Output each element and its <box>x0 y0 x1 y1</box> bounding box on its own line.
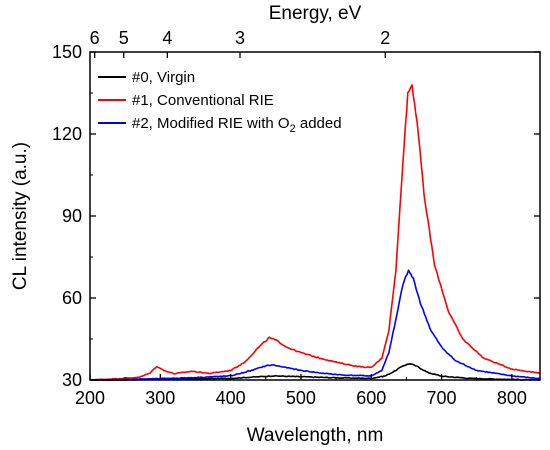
x-tick-label: 800 <box>497 388 527 408</box>
x-tick-label: 500 <box>286 388 316 408</box>
series-line-2 <box>89 269 541 382</box>
x-tick-label: 600 <box>356 388 386 408</box>
legend: #0, Virgin #1, Conventional RIE #2, Modifi… <box>98 69 342 135</box>
y-tick-label: 30 <box>62 370 82 390</box>
top-axis-label: Energy, eV <box>269 3 362 24</box>
x-axis-label: Wavelength, nm <box>247 425 384 446</box>
x-tick-label: 200 <box>75 388 105 408</box>
legend-label: #2, Modified RIE with O2 added <box>132 115 342 135</box>
top-tick-label: 3 <box>235 28 245 48</box>
legend-label: #1, Conventional RIE <box>132 92 274 109</box>
axis-layer: 200 300 400 500 600 700 800 30 60 90 120 150 6 5 4 3 2 <box>52 28 540 408</box>
top-tick-label: 6 <box>90 28 100 48</box>
y-axis-label: CL intensity (a.u.) <box>10 142 31 290</box>
x-tick-label: 400 <box>216 388 246 408</box>
x-tick-label: 300 <box>145 388 175 408</box>
y-tick-label: 150 <box>52 42 82 62</box>
y-tick-label: 60 <box>62 288 82 308</box>
series-layer <box>89 84 541 382</box>
top-tick-label: 4 <box>162 28 172 48</box>
legend-label: #0, Virgin <box>132 69 195 86</box>
x-tick-label: 700 <box>427 388 457 408</box>
top-tick-label: 2 <box>380 28 390 48</box>
top-tick-label: 5 <box>119 28 129 48</box>
y-tick-label: 120 <box>52 124 82 144</box>
y-tick-label: 90 <box>62 206 82 226</box>
series-line-1 <box>89 84 541 381</box>
